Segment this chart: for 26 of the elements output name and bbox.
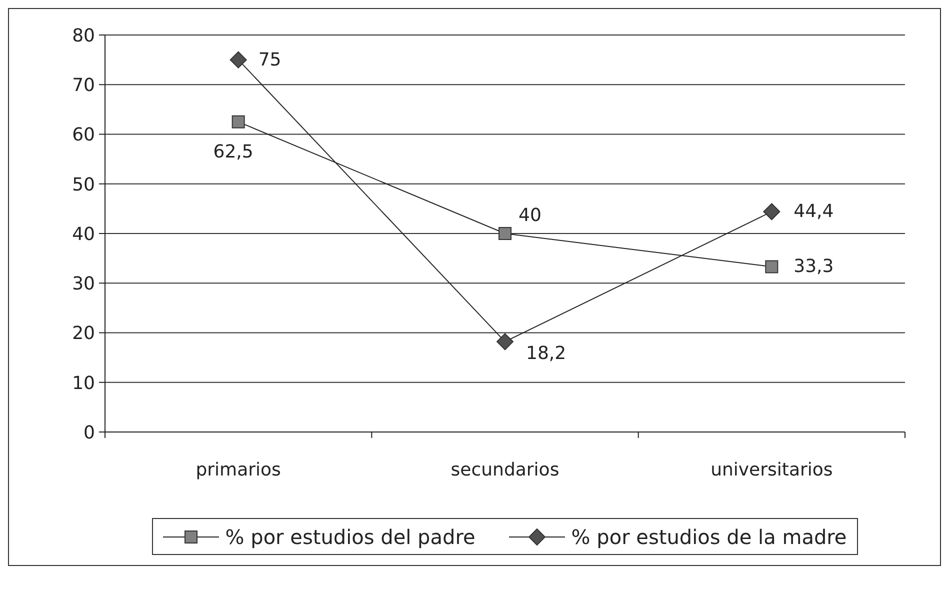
point xyxy=(230,51,247,68)
point xyxy=(498,227,512,240)
x-tick-label: primarios xyxy=(196,460,281,480)
data-label: 40 xyxy=(518,205,542,226)
data-label: 75 xyxy=(258,49,282,70)
y-tick-label: 80 xyxy=(72,25,95,46)
y-tick-label: 10 xyxy=(72,372,95,394)
y-tick-label: 40 xyxy=(72,224,95,245)
point xyxy=(232,115,245,128)
x-tick-label: universitarios xyxy=(710,460,833,480)
data-label: 62,5 xyxy=(213,141,254,162)
point xyxy=(765,260,778,274)
data-label: 33,3 xyxy=(794,256,834,278)
y-tick-label: 30 xyxy=(72,274,95,295)
point xyxy=(763,203,780,220)
y-tick-label: 50 xyxy=(72,174,95,196)
data-label: 44,4 xyxy=(794,201,834,222)
y-tick-label: 70 xyxy=(72,75,95,96)
y-tick-label: 60 xyxy=(72,124,95,146)
data-label: 18,2 xyxy=(526,343,566,364)
y-tick-label: 0 xyxy=(84,422,95,444)
point xyxy=(496,333,514,350)
legend-label: % por estudios del padre xyxy=(225,524,476,548)
x-tick-label: secundarios xyxy=(450,460,560,480)
legend-label: % por estudios de la madre xyxy=(571,524,847,548)
y-tick-label: 20 xyxy=(72,323,95,344)
